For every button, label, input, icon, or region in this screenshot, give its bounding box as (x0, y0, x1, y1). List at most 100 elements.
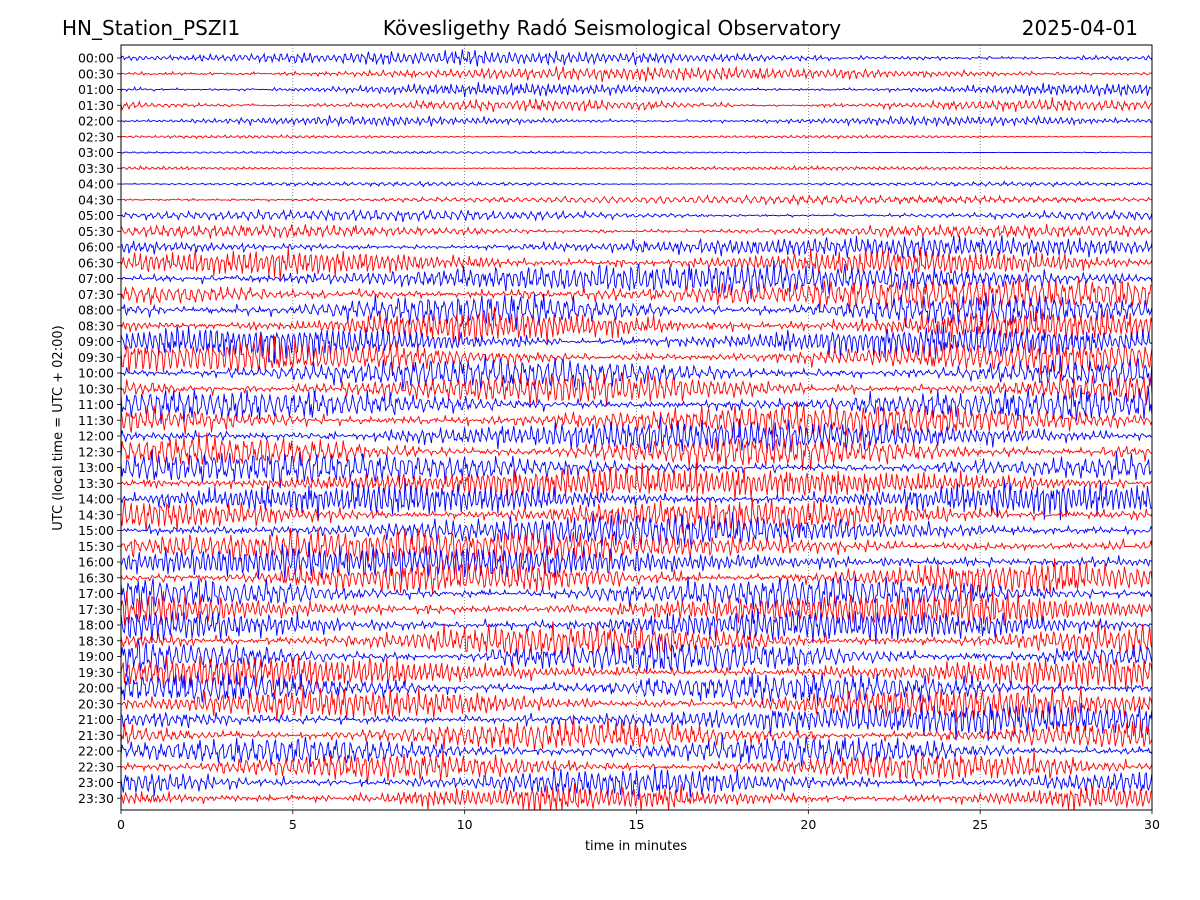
y-tick-label-47: 23:30 (78, 791, 114, 806)
trace-2030 (121, 686, 1152, 723)
date-label: 2025-04-01 (1022, 16, 1138, 40)
y-tick-label-13: 06:30 (78, 255, 114, 270)
y-tick-label-27: 13:30 (78, 476, 114, 491)
y-tick-label-37: 18:30 (78, 633, 114, 648)
y-tick-label-35: 17:30 (78, 602, 114, 617)
trace-0230 (121, 134, 1152, 140)
y-axis: 00:0000:3001:0001:3002:0002:3003:0003:30… (78, 51, 121, 806)
trace-0400 (121, 180, 1152, 188)
trace-1500 (121, 512, 1152, 550)
y-tick-label-1: 00:30 (78, 66, 114, 81)
trace-0030 (121, 65, 1152, 83)
y-tick-label-46: 23:00 (78, 775, 114, 790)
y-tick-label-9: 04:30 (78, 192, 114, 207)
trace-1700 (121, 575, 1152, 615)
y-tick-label-38: 19:00 (78, 649, 114, 664)
trace-0830 (121, 306, 1152, 345)
trace-1900 (121, 637, 1152, 677)
y-tick-label-18: 09:00 (78, 334, 114, 349)
y-tick-label-12: 06:00 (78, 240, 114, 255)
y-tick-label-39: 19:30 (78, 665, 114, 680)
x-tick-label-1: 5 (289, 817, 297, 832)
trace-1930 (121, 654, 1152, 692)
y-tick-label-14: 07:00 (78, 271, 114, 286)
trace-2330 (121, 782, 1152, 810)
y-tick-label-28: 14:00 (78, 492, 114, 507)
trace-1100 (121, 387, 1152, 425)
y-tick-label-29: 14:30 (78, 507, 114, 522)
trace-2130 (121, 714, 1152, 751)
y-tick-label-2: 01:00 (78, 82, 114, 97)
trace-2100 (121, 701, 1152, 741)
trace-0930 (121, 334, 1152, 377)
y-tick-label-17: 08:30 (78, 318, 114, 333)
trace-2300 (121, 767, 1152, 800)
y-tick-label-41: 20:30 (78, 696, 114, 711)
y-tick-label-0: 00:00 (78, 51, 114, 66)
y-tick-label-8: 04:00 (78, 177, 114, 192)
trace-0300 (121, 150, 1152, 155)
trace-0100 (121, 82, 1152, 98)
y-tick-label-19: 09:30 (78, 350, 114, 365)
y-tick-label-20: 10:00 (78, 366, 114, 381)
trace-group (121, 49, 1152, 810)
y-tick-label-5: 02:30 (78, 129, 114, 144)
trace-1800 (121, 608, 1152, 645)
trace-0530 (121, 223, 1152, 240)
y-tick-label-4: 02:00 (78, 114, 114, 129)
trace-0430 (121, 193, 1152, 207)
station-label: HN_Station_PSZI1 (62, 16, 240, 40)
x-tick-label-0: 0 (117, 817, 125, 832)
trace-1030 (121, 371, 1152, 407)
y-tick-label-32: 16:00 (78, 555, 114, 570)
y-tick-label-15: 07:30 (78, 287, 114, 302)
y-tick-label-40: 20:00 (78, 681, 114, 696)
y-tick-label-11: 05:30 (78, 224, 114, 239)
y-tick-label-45: 22:30 (78, 759, 114, 774)
trace-1330 (121, 462, 1152, 502)
y-tick-label-24: 12:00 (78, 429, 114, 444)
trace-1430 (121, 494, 1152, 534)
x-tick-label-6: 30 (1144, 817, 1160, 832)
y-tick-label-6: 03:00 (78, 145, 114, 160)
trace-2200 (121, 734, 1152, 768)
y-tick-label-16: 08:00 (78, 303, 114, 318)
y-tick-label-44: 22:00 (78, 744, 114, 759)
trace-0600 (121, 235, 1152, 259)
y-tick-label-23: 11:30 (78, 413, 114, 428)
y-tick-label-21: 10:30 (78, 381, 114, 396)
trace-1000 (121, 354, 1152, 392)
trace-0500 (121, 208, 1152, 223)
x-axis: 0 5 10 15 20 25 30 (117, 810, 1160, 832)
x-tick-label-4: 20 (800, 817, 816, 832)
y-tick-label-36: 18:00 (78, 618, 114, 633)
y-tick-label-43: 21:30 (78, 728, 114, 743)
y-tick-label-31: 15:30 (78, 539, 114, 554)
trace-0730 (121, 275, 1152, 314)
y-tick-label-30: 15:00 (78, 523, 114, 538)
trace-0630 (121, 247, 1152, 282)
trace-0330 (121, 164, 1152, 172)
chart-title: Kövesligethy Radó Seismological Observat… (383, 16, 841, 40)
trace-1200 (121, 416, 1152, 454)
y-axis-label: UTC (local time = UTC + 02:00) (51, 325, 66, 530)
trace-0700 (121, 260, 1152, 300)
trace-1830 (121, 621, 1152, 661)
y-tick-label-42: 21:00 (78, 712, 114, 727)
x-tick-label-3: 15 (629, 817, 645, 832)
y-tick-label-26: 13:00 (78, 460, 114, 475)
x-axis-label: time in minutes (585, 839, 687, 854)
trace-1400 (121, 478, 1152, 522)
trace-1130 (121, 402, 1152, 442)
y-tick-label-33: 16:30 (78, 570, 114, 585)
y-tick-label-25: 12:30 (78, 444, 114, 459)
trace-0000 (121, 49, 1152, 67)
trace-1600 (121, 541, 1152, 583)
trace-1300 (121, 449, 1152, 489)
y-tick-label-7: 03:30 (78, 161, 114, 176)
y-tick-label-3: 01:30 (78, 98, 114, 113)
y-tick-label-34: 17:00 (78, 586, 114, 601)
y-tick-label-22: 11:00 (78, 397, 114, 412)
trace-0800 (121, 293, 1152, 331)
